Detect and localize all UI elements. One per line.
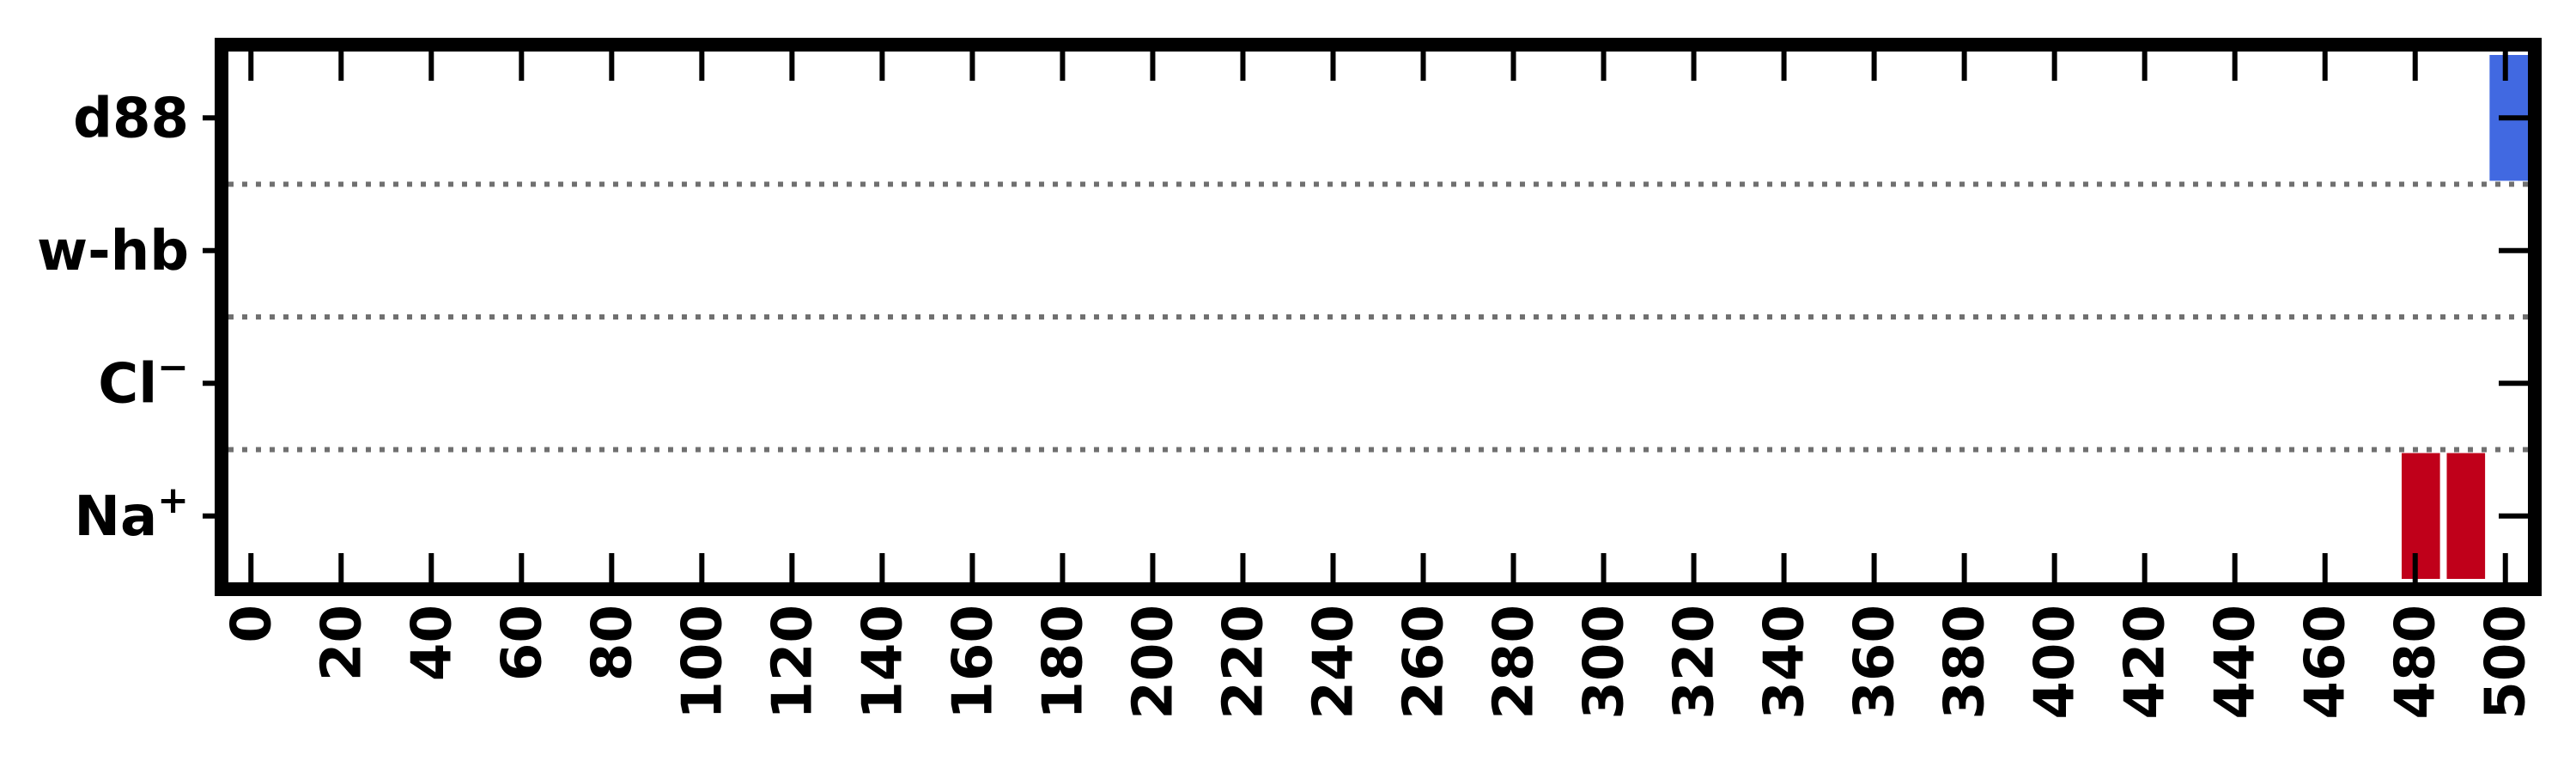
x-tick-label: 100 xyxy=(671,605,734,720)
plot-frame xyxy=(215,38,2542,596)
x-tick-labels: 0 20 40 60 80 100 120 140 160 180 200 220 240 260 280 3… xyxy=(220,605,2537,720)
x-tick-label: 420 xyxy=(2114,605,2178,720)
axis-ticks xyxy=(203,52,2528,582)
y-category-label-d88: d88 xyxy=(73,87,189,150)
x-tick-label: 140 xyxy=(851,605,914,720)
x-tick-label: 240 xyxy=(1302,605,1365,720)
y-category-labels: d88 w-hb Cl− Na+ xyxy=(37,87,189,549)
y-category-label-w-hb: w-hb xyxy=(37,220,189,283)
x-tick-label: 460 xyxy=(2294,605,2358,720)
x-tick-label: 220 xyxy=(1212,605,1275,720)
event-bar-na xyxy=(2446,453,2486,579)
event-bar-na xyxy=(2401,453,2440,579)
x-tick-label: 320 xyxy=(1663,605,1727,720)
y-category-label-na: Na+ xyxy=(74,478,189,549)
x-tick-label: 40 xyxy=(400,605,464,681)
x-tick-label: 120 xyxy=(761,605,824,720)
x-tick-label: 160 xyxy=(941,605,1005,720)
y-category-label-cl: Cl− xyxy=(98,345,189,416)
x-tick-label: 480 xyxy=(2385,605,2448,720)
event-bars xyxy=(2401,55,2528,579)
x-tick-label: 280 xyxy=(1483,605,1546,720)
x-tick-label: 500 xyxy=(2475,605,2538,720)
x-tick-label: 260 xyxy=(1393,605,1456,720)
x-tick-label: 340 xyxy=(1753,605,1817,720)
x-tick-label: 440 xyxy=(2204,605,2268,720)
x-tick-label: 300 xyxy=(1573,605,1637,720)
x-tick-label: 400 xyxy=(2024,605,2087,720)
x-tick-label: 80 xyxy=(580,605,644,681)
x-tick-label: 20 xyxy=(310,605,374,681)
x-tick-label: 360 xyxy=(1844,605,1907,720)
x-tick-label: 180 xyxy=(1031,605,1095,720)
x-tick-label: 60 xyxy=(490,605,554,681)
x-tick-label: 0 xyxy=(220,605,283,643)
x-tick-label: 380 xyxy=(1934,605,1997,720)
x-tick-label: 200 xyxy=(1121,605,1185,720)
